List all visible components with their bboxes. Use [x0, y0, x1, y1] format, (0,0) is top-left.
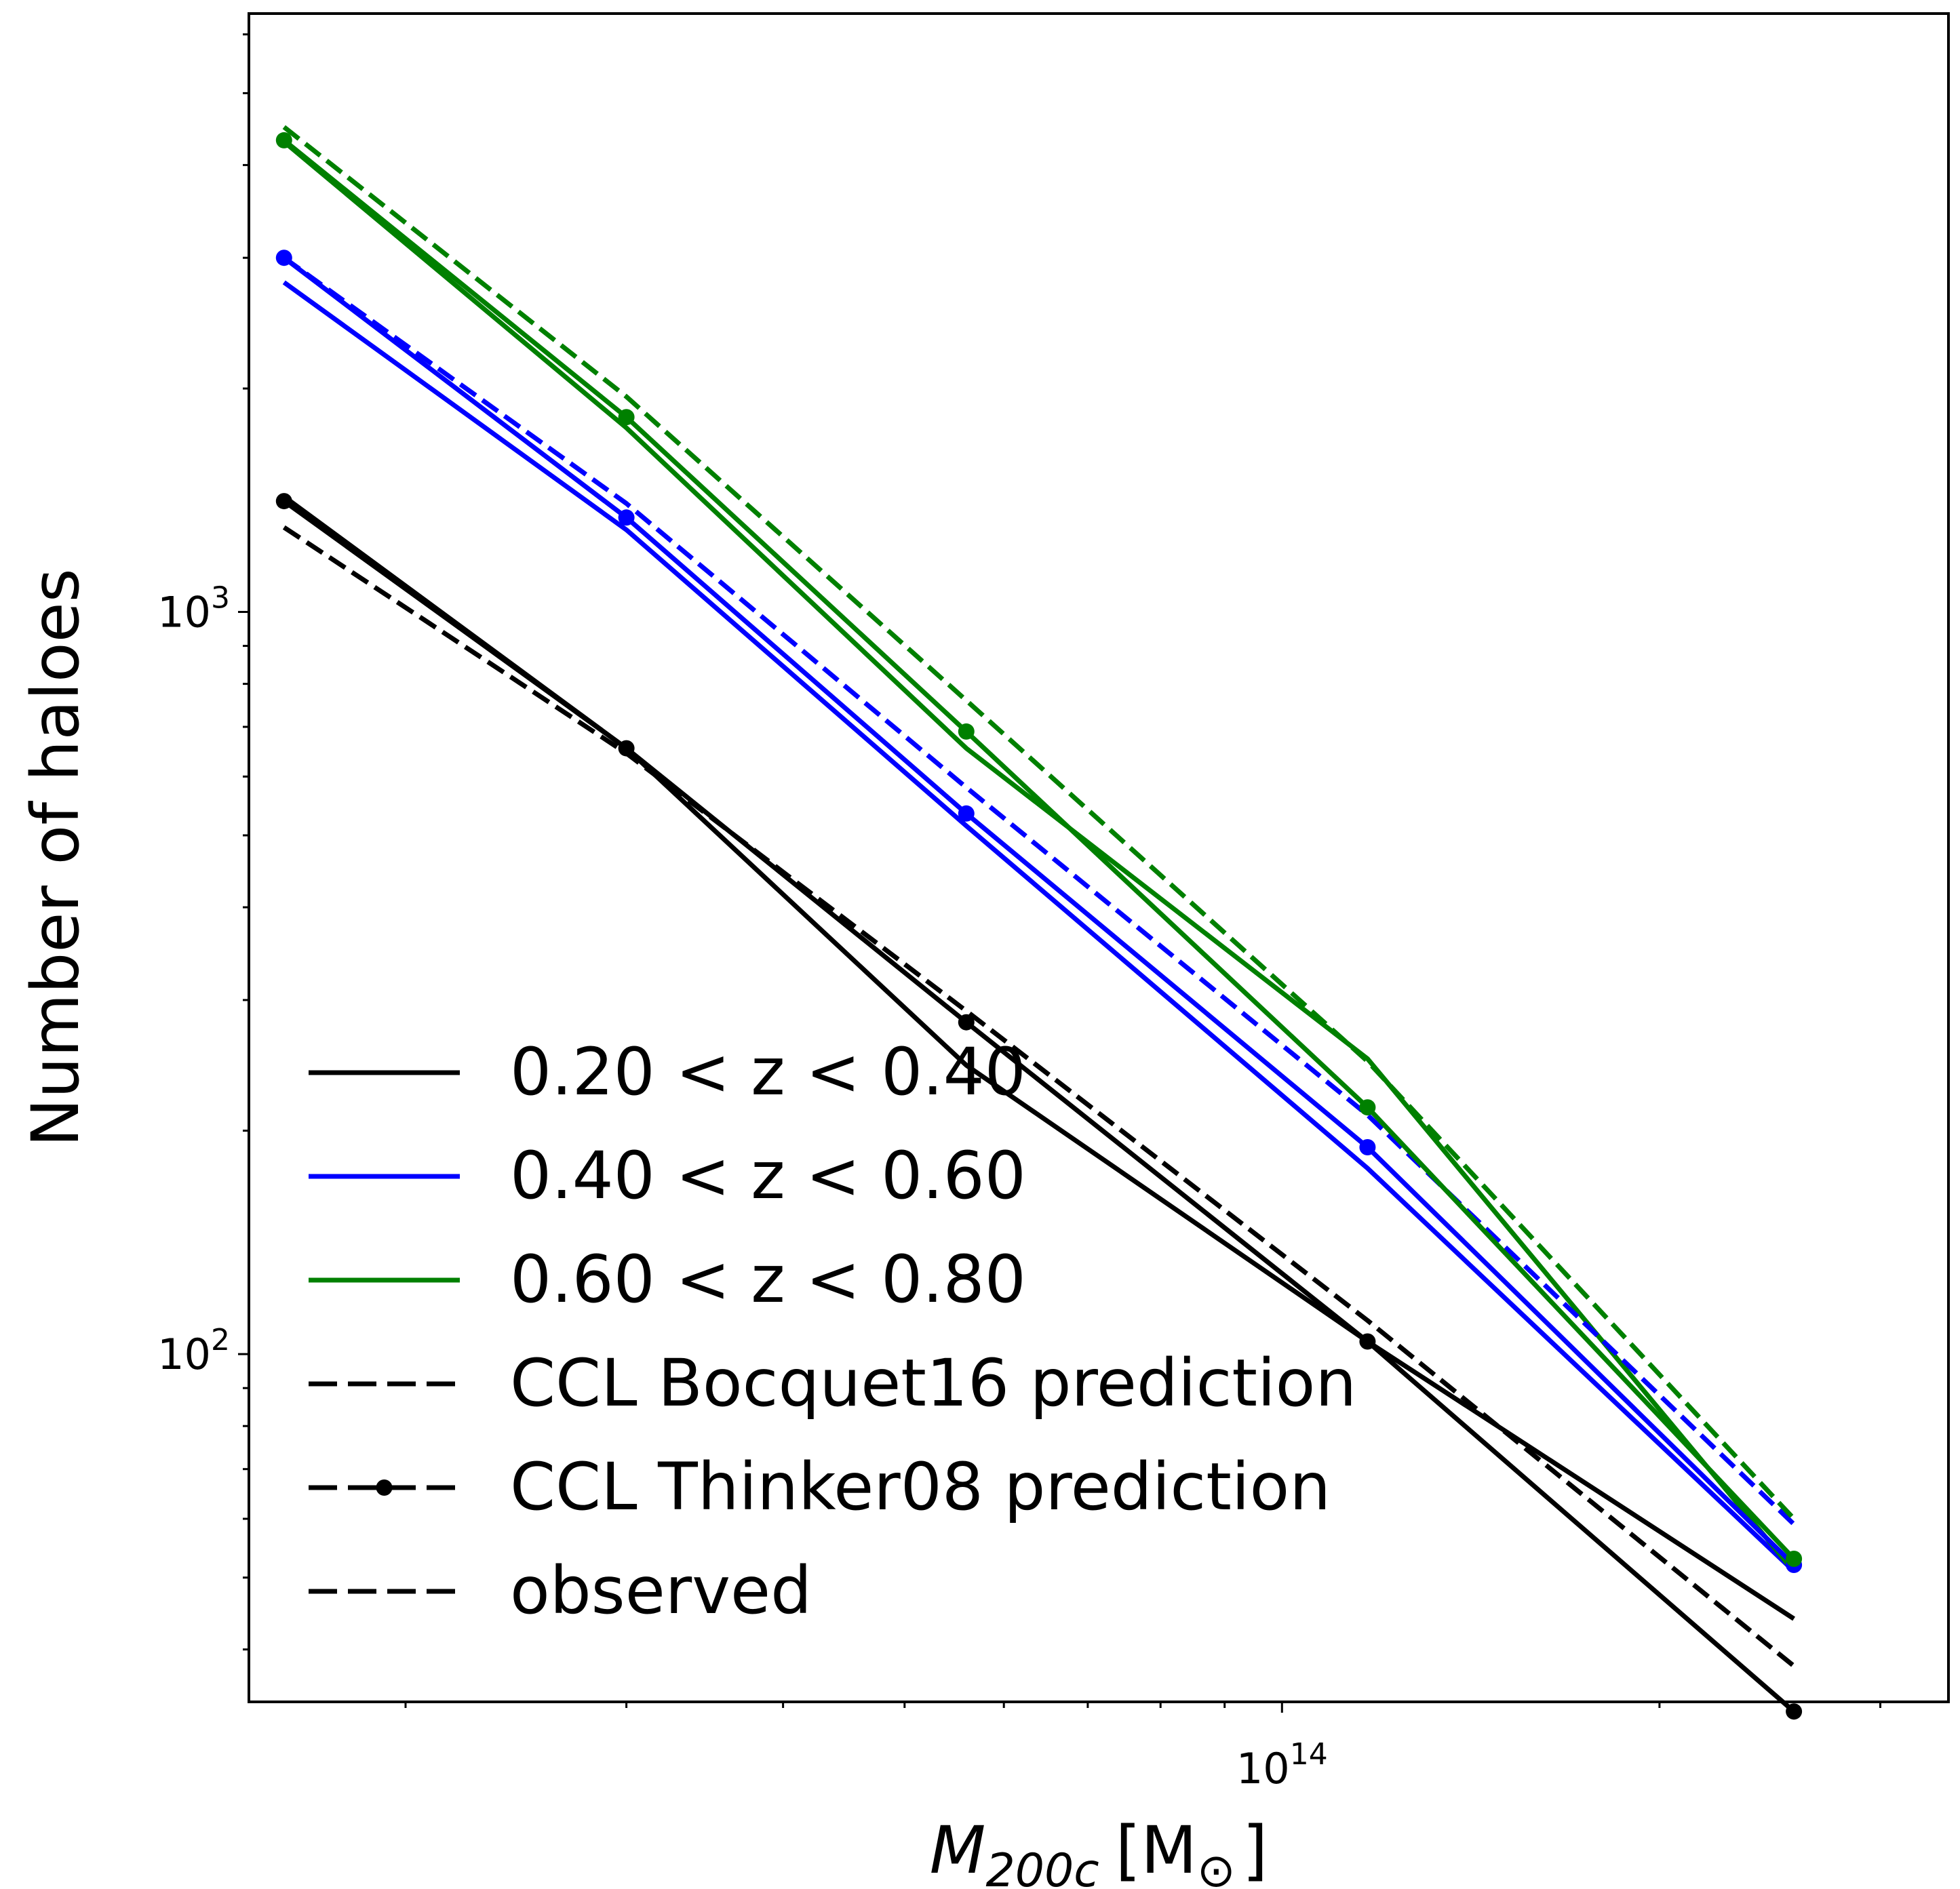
data-point-black-1 [618, 740, 635, 757]
data-point-black-2 [958, 1014, 975, 1031]
y-tick-label-exponent: 2 [211, 1323, 230, 1357]
data-point-blue-1 [618, 509, 635, 526]
data-point-black-3 [1359, 1333, 1376, 1350]
data-point-blue-3 [1359, 1139, 1376, 1155]
x-tick-label-exponent: 14 [1290, 1737, 1328, 1772]
x-axis-unit: [M [1116, 1812, 1197, 1888]
x-axis-unit-subscript: ⊙ [1197, 1844, 1236, 1889]
y-tick-label: 102 [157, 1323, 230, 1379]
x-tick-label: 1014 [1236, 1737, 1328, 1793]
y-tick-label-base: 10 [157, 588, 211, 637]
series-line-observed-green [282, 140, 1796, 1573]
legend: 0.20 < z < 0.40 0.40 < z < 0.60 0.60 < z <… [309, 1034, 1356, 1629]
series-line-bocquet-black [282, 525, 1796, 1668]
data-point-black-0 [275, 493, 292, 510]
legend-marker-4 [376, 1479, 393, 1496]
data-point-blue-0 [275, 250, 292, 266]
x-tick-label-base: 10 [1236, 1744, 1290, 1793]
series-line-observed-blue [282, 280, 1796, 1573]
y-axis-label: Number of haloes [18, 568, 94, 1147]
y-tick-label-exponent: 3 [211, 581, 230, 616]
legend-label-0: 0.20 < z < 0.40 [510, 1034, 1026, 1110]
x-axis-label: M200c [M⊙] [930, 1812, 1268, 1889]
plot-frame [248, 12, 1950, 1703]
data-point-black-4 [1786, 1703, 1803, 1720]
legend-label-3: CCL Bocquet16 prediction [510, 1345, 1356, 1421]
legend-label-2: 0.60 < z < 0.80 [510, 1241, 1026, 1317]
legend-label-4: CCL Thinker08 prediction [510, 1449, 1331, 1525]
series-line-bocquet-blue [282, 256, 1796, 1526]
x-axis-subscript: 200c [985, 1844, 1099, 1889]
data-point-green-0 [275, 132, 292, 148]
data-point-green-1 [618, 409, 635, 426]
x-axis-unit-close: ] [1242, 1812, 1268, 1888]
y-tick-label-base: 10 [157, 1330, 211, 1379]
data-point-green-3 [1359, 1099, 1376, 1116]
series-layer [275, 125, 1803, 1720]
data-point-blue-2 [958, 805, 975, 822]
series-line-bocquet-green [282, 125, 1796, 1521]
y-tick-label: 103 [157, 581, 230, 637]
data-point-green-4 [1786, 1551, 1803, 1567]
data-point-green-2 [958, 723, 975, 740]
legend-label-5: observed [510, 1553, 812, 1629]
legend-label-1: 0.40 < z < 0.60 [510, 1138, 1026, 1214]
x-axis-symbol: M [930, 1812, 986, 1888]
